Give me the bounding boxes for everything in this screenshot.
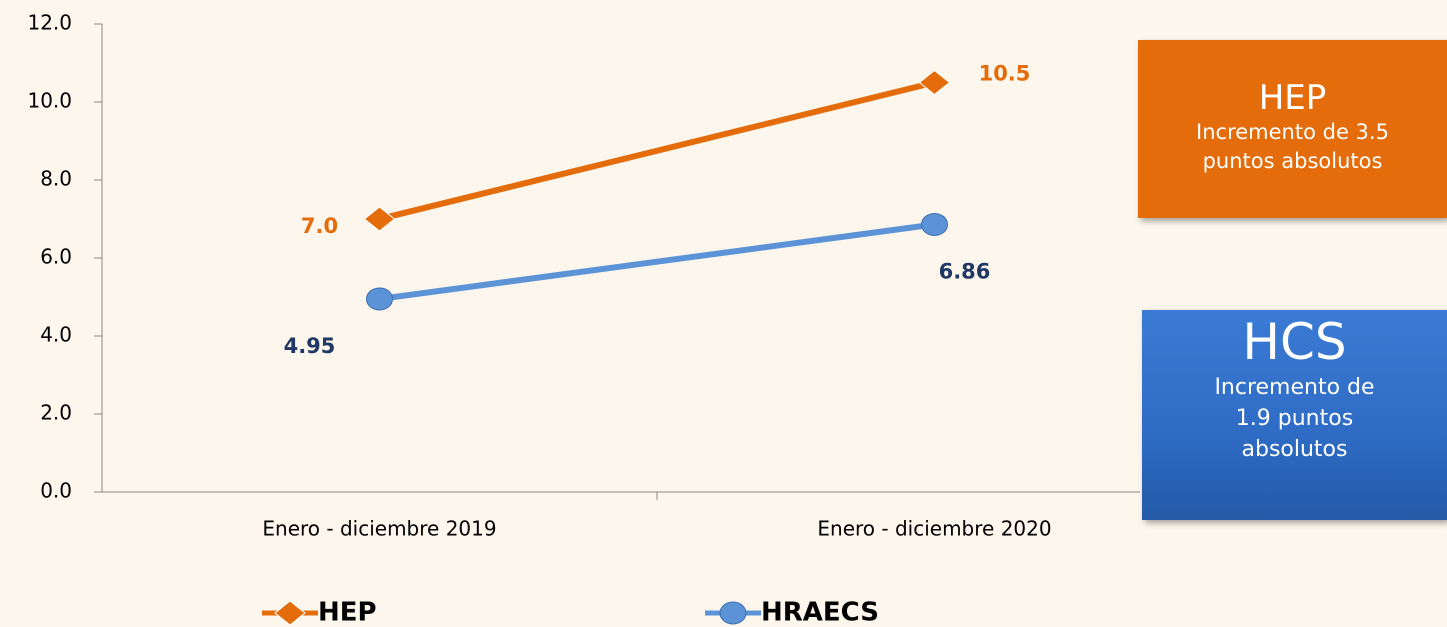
point — [366, 287, 393, 311]
data-label: 7.0 — [301, 214, 338, 238]
x-tick-label: Enero - diciembre 2020 — [817, 517, 1051, 541]
legend-label: HRAECS — [761, 598, 879, 627]
y-tick-label: 2.0 — [40, 401, 72, 425]
line — [379, 221, 935, 302]
point — [918, 69, 951, 96]
y-tick-label: 12.0 — [27, 11, 72, 35]
data-label: 10.5 — [979, 62, 1031, 86]
annotation-box: HEP Incremento de 3.5 puntos absolutos — [1138, 40, 1447, 218]
point — [363, 206, 396, 232]
data-label: 6.86 — [939, 259, 991, 283]
legend-label: HEP — [318, 598, 377, 627]
legend-marker — [719, 601, 747, 625]
y-tick-label: 4.0 — [40, 323, 72, 347]
data-label: 4.95 — [284, 334, 336, 358]
y-tick-label: 6.0 — [40, 245, 72, 269]
y-tick-label: 0.0 — [40, 479, 72, 503]
legend-marker — [274, 600, 306, 626]
annotation-text: Incremento de 1.9 puntos absolutos — [1214, 375, 1375, 462]
annotation-box: HCS Incremento de 1.9 puntos absolutos — [1142, 310, 1447, 520]
line — [378, 79, 936, 222]
annotation-text: Incremento de 3.5 puntos absolutos — [1196, 120, 1389, 173]
annotation-title: HCS — [1242, 313, 1347, 371]
x-tick-label: Enero - diciembre 2019 — [262, 517, 496, 541]
annotation-title: HEP — [1258, 78, 1327, 118]
point — [921, 212, 948, 236]
y-tick-label: 10.0 — [27, 89, 72, 113]
y-tick-label: 8.0 — [40, 167, 72, 191]
